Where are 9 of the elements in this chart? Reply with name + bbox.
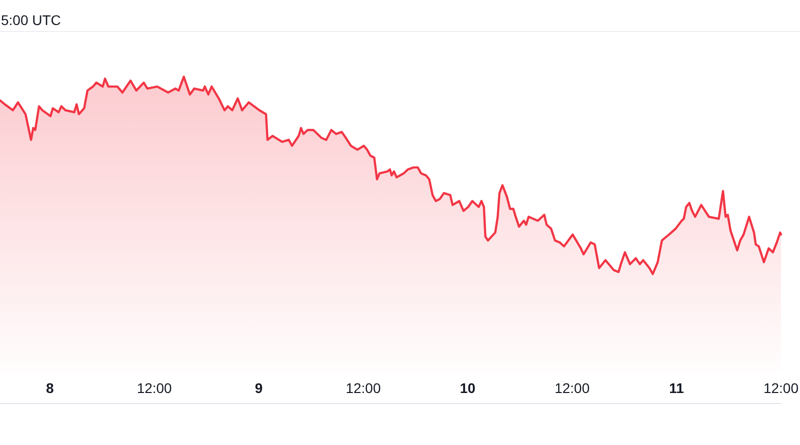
x-tick-label: 11: [669, 380, 684, 396]
x-tick-label: 12:00: [554, 380, 590, 396]
text: 5:00 UTC: [1, 12, 61, 28]
x-tick-label: 8: [46, 380, 54, 396]
x-tick-label: 9: [254, 380, 263, 396]
x-tick-label: 12:00: [763, 380, 799, 396]
x-tick-label: 10: [460, 380, 476, 396]
x-tick-label: 12:00: [346, 380, 381, 396]
x-tick-label: 12:00: [136, 380, 172, 396]
